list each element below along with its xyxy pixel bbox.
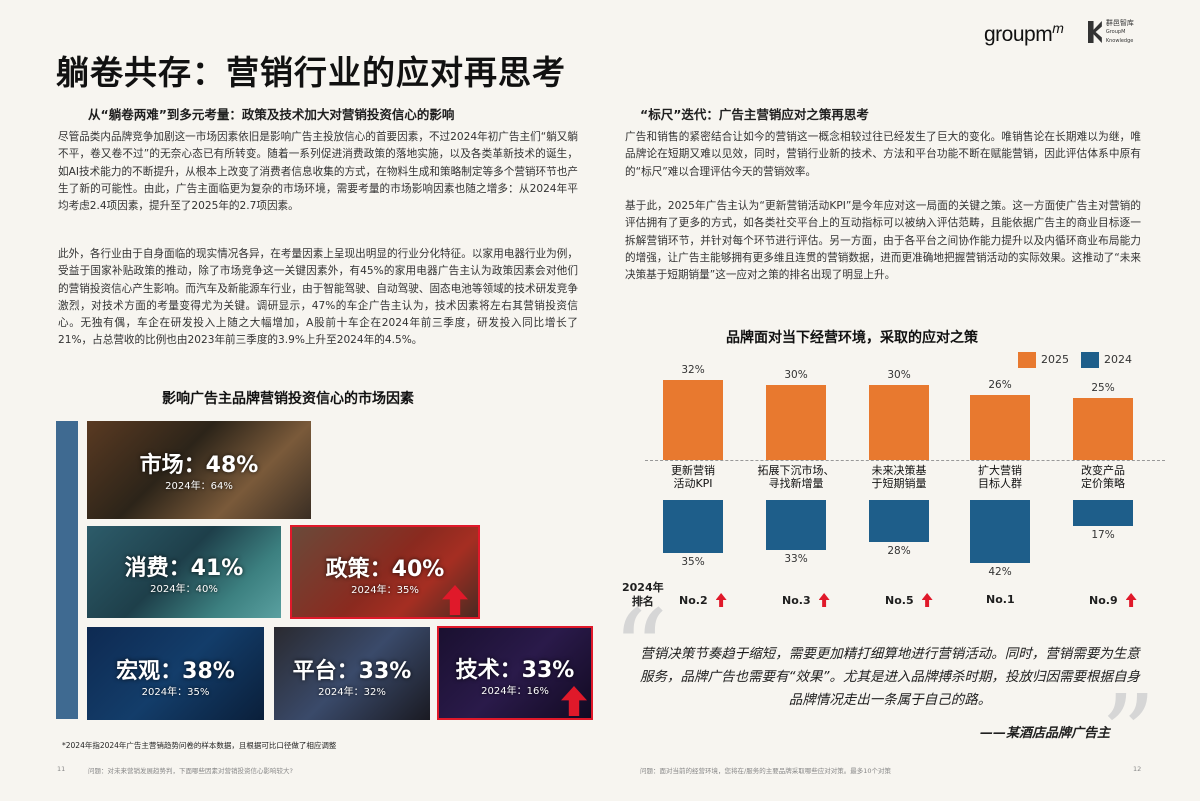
tile-macro-sub: 2024年：35%	[141, 687, 210, 698]
rank-item-2: No.5	[885, 593, 933, 607]
right-paragraph-2: 基于此，2025年广告主认为“更新营销活动KPI”是今年应对这一局面的关键之策。…	[625, 200, 1141, 282]
rank-item-3: No.1	[986, 593, 1015, 606]
left-paragraph-1: 尽管品类内品牌竞争加剧这一市场因素依旧是影响广告主投放信心的首要因素，不过202…	[58, 131, 578, 213]
value-label-2025-2: 30%	[887, 369, 911, 381]
value-label-2025-1: 30%	[784, 369, 808, 381]
tile-technology-label: 技术：33%	[455, 658, 575, 683]
kantar-logo-line1: 群邑智库	[1105, 18, 1134, 27]
open-quote-icon: “	[612, 586, 669, 714]
tile-platform-label: 平台：33%	[292, 659, 412, 684]
tile-policy-sub: 2024年：35%	[351, 585, 419, 596]
category-label-1: 拓展下沉市场、 寻找新增量	[757, 464, 835, 490]
rank-label-0: No.2	[679, 593, 708, 607]
tile-macro: 宏观：38% 2024年：35%	[87, 627, 264, 720]
tile-technology: 技术：33% 2024年：16%	[437, 626, 593, 720]
value-label-2025-3: 26%	[988, 379, 1012, 391]
quote-text: 营销决策节奏趋于缩短，需要更加精打细算地进行营销活动。同时，营销需要为生意服务，…	[640, 646, 1140, 708]
rank-label-2: No.5	[885, 593, 914, 607]
legend-swatch-2025	[1018, 352, 1036, 368]
rank-up-arrow-icon	[1125, 593, 1137, 607]
left-subtitle: 从“躺卷两难”到多元考量：政策及技术加大对营销投资信心的影响	[88, 107, 455, 122]
bar-2024-1	[766, 500, 826, 550]
footnote: *2024年指2024年广告主营销趋势问卷的样本数据，且根据可比口径做了相应调整	[62, 741, 337, 750]
rank-item-0: No.2	[679, 593, 727, 607]
left-paragraph-2: 此外，各行业由于自身面临的现实情况各异，在考量因素上呈现出明显的行业分化特征。以…	[58, 248, 578, 347]
bar-2025-3	[970, 395, 1030, 460]
tile-market: 市场：48% 2024年：64%	[87, 421, 311, 519]
rank-header: 2024年 排名	[622, 581, 664, 609]
tile-platform-sub: 2024年：32%	[318, 687, 386, 698]
bar-2024-3	[970, 500, 1030, 563]
rank-header-line1: 2024年	[622, 581, 664, 594]
bar-2025-1	[766, 385, 826, 460]
groupm-logo: groupmm	[984, 20, 1064, 47]
value-label-2025-0: 32%	[681, 364, 705, 376]
legend-item-2024: 2024	[1081, 352, 1132, 368]
category-label-4: 改变产品 定价策略	[1081, 464, 1125, 490]
bar-2025-4	[1073, 397, 1133, 460]
tile-market-label: 市场：48%	[139, 453, 259, 478]
bar-2025-0	[663, 380, 723, 460]
value-label-2024-1: 33%	[784, 552, 808, 565]
legend-label-2024: 2024	[1104, 353, 1132, 366]
left-section-title: 影响广告主品牌营销投资信心的市场因素	[162, 391, 414, 407]
bar-2024-4	[1073, 500, 1133, 526]
value-label-2024-0: 35%	[681, 555, 705, 568]
page-title: 躺卷共存：营销行业的应对再思考	[56, 53, 566, 92]
tile-policy-label: 政策：40%	[325, 557, 445, 582]
tile-consumption: 消费：41% 2024年：40%	[87, 526, 281, 618]
groupm-logo-text: groupm	[984, 23, 1053, 46]
tile-macro-label: 宏观：38%	[116, 659, 235, 684]
rank-item-1: No.3	[782, 593, 830, 607]
page-number-right: 12	[1133, 765, 1142, 773]
page-number-left: 11	[57, 765, 66, 773]
category-label-0: 更新营销 活动KPI	[671, 464, 715, 490]
bar-2024-0	[663, 500, 723, 553]
kantar-logo-line2: GroupM Knowledge	[1105, 28, 1134, 44]
quote-source: ——某酒店品牌广告主	[980, 726, 1111, 741]
left-footer-question: 问题：对未来营销发展趋势判，下面哪些因素对营销投资信心影响较大?	[88, 767, 293, 775]
rank-up-arrow-icon	[715, 593, 727, 607]
rank-header-line2: 排名	[631, 595, 654, 608]
tile-market-sub: 2024年：64%	[165, 481, 233, 492]
legend-label-2025: 2025	[1041, 353, 1069, 366]
tile-consumption-sub: 2024年：40%	[150, 584, 218, 595]
category-label-3: 扩大营销 目标人群	[978, 464, 1022, 490]
rank-label-3: No.1	[986, 593, 1015, 606]
knowledge-logo: 群邑智库 GroupM Knowledge	[1088, 18, 1148, 44]
chart-title: 品牌面对当下经营环境，采取的应对之策	[726, 330, 978, 346]
groupm-logo-sup: m	[1052, 20, 1064, 36]
bar-2024-2	[869, 500, 929, 542]
tile-policy: 政策：40% 2024年：35%	[290, 525, 480, 619]
close-quote-icon: ”	[1100, 671, 1157, 799]
bar-2025-2	[869, 385, 929, 460]
right-footer-question: 问题：面对当前的经营环境，您将在/服务的主要品牌采取哪些应对对策。最多10个对策	[640, 767, 891, 775]
rank-label-4: No.9	[1089, 593, 1118, 607]
chart-axis	[645, 460, 1165, 461]
tile-technology-sub: 2024年：16%	[481, 686, 549, 697]
right-subtitle: “标尺”迭代：广告主营销应对之策再思考	[640, 107, 869, 122]
right-paragraph-1: 广告和销售的紧密结合让如今的营销这一概念相较过往已经发生了巨大的变化。唯销售论在…	[625, 131, 1141, 178]
rank-item-4: No.9	[1089, 593, 1137, 607]
legend-item-2025: 2025	[1018, 352, 1069, 368]
rank-label-1: No.3	[782, 593, 811, 607]
legend-swatch-2024	[1081, 352, 1099, 368]
tile-consumption-label: 消费：41%	[124, 556, 244, 581]
chart-legend: 2025 2024	[1018, 352, 1132, 368]
rank-up-arrow-icon	[921, 593, 933, 607]
value-label-2025-4: 25%	[1091, 381, 1115, 394]
blue-side-bar	[56, 421, 78, 719]
rank-up-arrow-icon	[818, 593, 830, 607]
tile-platform: 平台：33% 2024年：32%	[274, 627, 430, 720]
k-logo-icon	[1088, 21, 1102, 43]
value-label-2024-4: 17%	[1091, 528, 1115, 541]
category-label-2: 未来决策基 于短期销量	[871, 464, 927, 490]
value-label-2024-3: 42%	[988, 566, 1012, 578]
value-label-2024-2: 28%	[887, 545, 911, 557]
